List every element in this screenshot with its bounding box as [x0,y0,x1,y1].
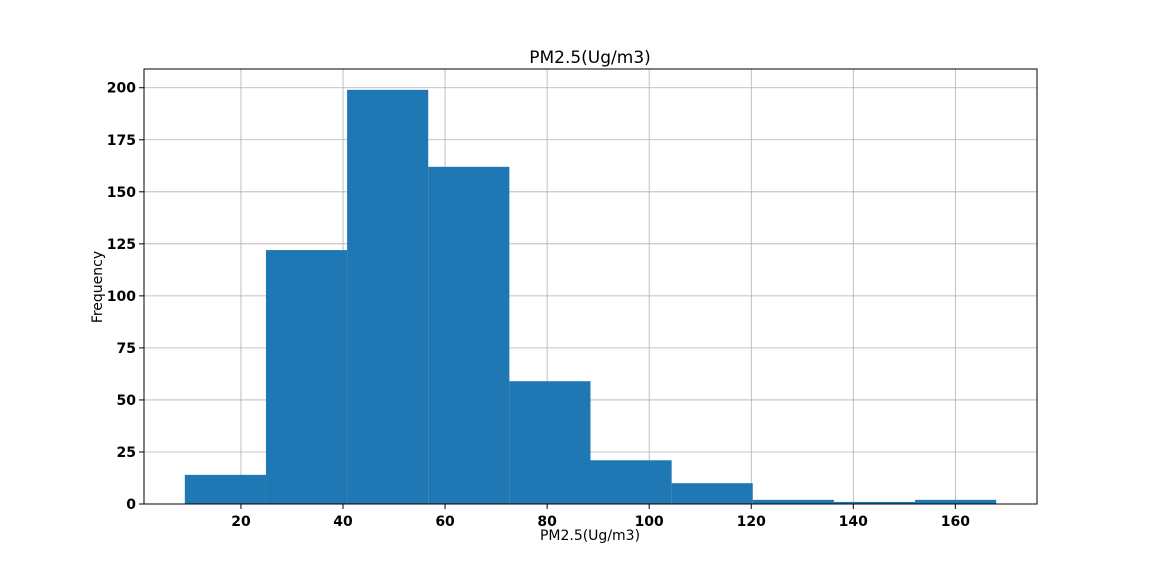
x-tick-label: 120 [737,514,766,530]
y-axis-ticks: 0 25 50 75 100 125 150 175 200 [107,81,144,513]
x-tick-label: 140 [839,514,868,530]
histogram-bar [265,250,348,504]
histogram-bar [184,474,266,504]
histogram-bar [752,499,834,504]
y-tick-label: 175 [107,133,136,149]
y-tick-label: 75 [117,341,136,357]
y-tick-label: 125 [107,237,136,253]
x-tick-label: 80 [537,514,557,530]
histogram-bar [833,501,916,504]
y-tick-label: 100 [107,289,136,305]
chart-title: PM2.5(Ug/m3) [529,48,651,68]
axes-frame [143,68,1038,505]
x-tick-label: 60 [435,514,455,530]
x-tick-label: 40 [333,514,353,530]
x-tick-label: 160 [941,514,970,530]
y-tick-label: 50 [117,393,137,409]
x-axis-label: PM2.5(Ug/m3) [540,528,640,544]
histogram-bar [590,460,672,504]
histogram-bar [428,166,510,504]
histogram-bar [915,499,997,504]
x-tick-label: 100 [635,514,664,530]
histogram-bar [671,483,753,504]
y-tick-label: 200 [107,81,136,97]
y-tick-label: 25 [117,445,136,461]
histogram-bar [347,89,429,504]
y-tick-label: 150 [107,185,136,201]
x-axis-ticks: 20 40 60 80 100 120 140 160 [231,504,970,530]
histogram-bars [184,89,997,504]
y-axis-label: Frequency [90,251,106,323]
x-tick-label: 20 [231,514,251,530]
y-tick-label: 0 [126,497,136,513]
histogram-bar [509,381,591,504]
